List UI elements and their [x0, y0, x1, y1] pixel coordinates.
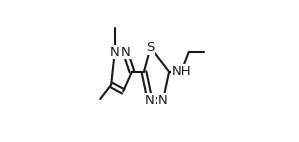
Text: N: N	[110, 46, 120, 59]
Text: N: N	[120, 46, 130, 59]
Text: N: N	[158, 94, 168, 107]
Text: NH: NH	[171, 65, 191, 78]
Text: N: N	[145, 94, 155, 107]
Text: S: S	[146, 41, 155, 54]
